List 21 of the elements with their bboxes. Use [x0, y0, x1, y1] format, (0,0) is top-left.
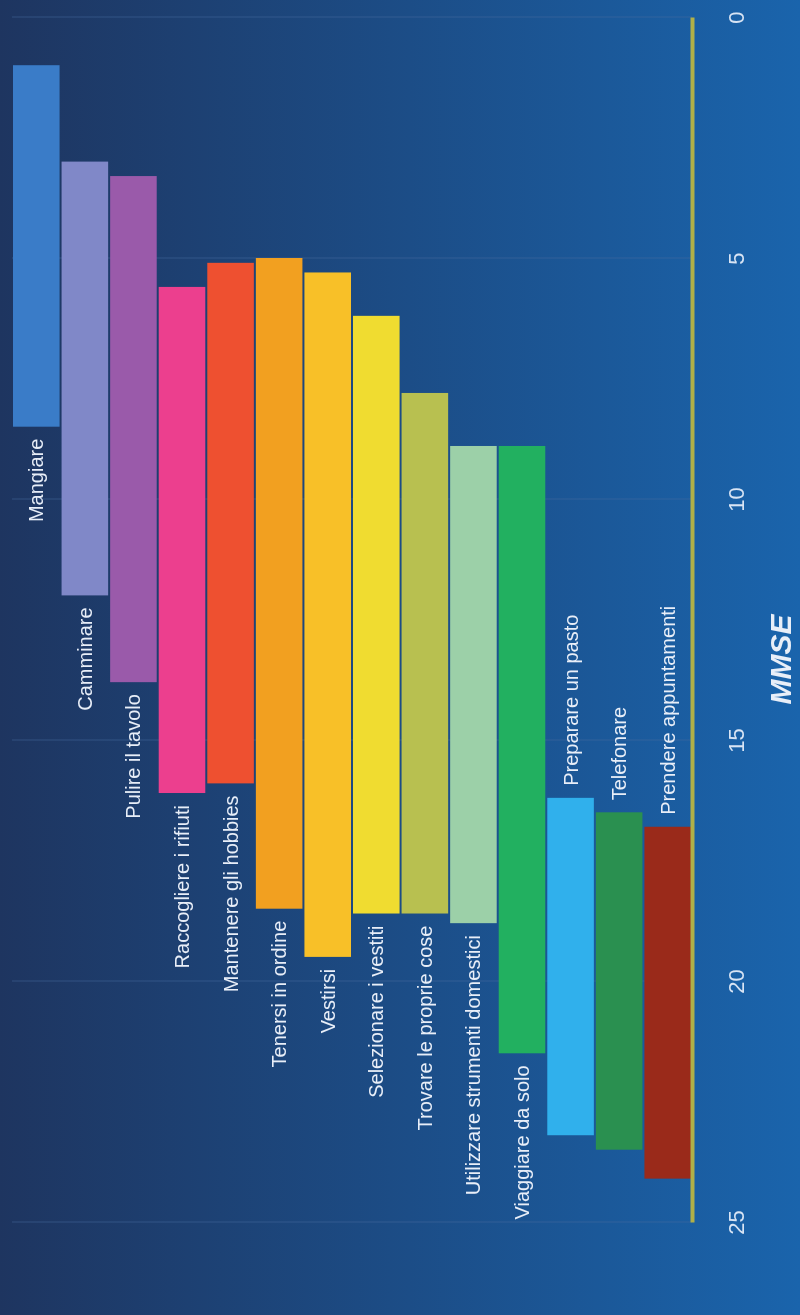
x-tick-label: Pulire il tavolo	[122, 694, 145, 819]
y-tick-label: 5	[723, 252, 749, 265]
x-tick-label: Raccogliere i rifiuti	[171, 805, 193, 969]
x-tick-label: Preparare un pasto	[559, 614, 582, 786]
x-tick-label: Mantenere gli hobbies	[219, 795, 242, 993]
y-tick-label: 15	[723, 728, 749, 753]
x-tick-label: Telefonare	[608, 706, 631, 801]
x-tick-label: Camminare	[73, 607, 96, 711]
x-tick-label: Prendere appuntamenti	[656, 605, 679, 815]
x-tick-label: Tenersi in ordine	[268, 920, 291, 1068]
x-tick-label: Trovare le proprie cose	[413, 925, 436, 1131]
x-tick-label: Selezionare i vestiti	[365, 925, 388, 1098]
y-axis-title: MMSE	[763, 613, 797, 705]
x-tick-label: Mangiare	[25, 438, 48, 523]
x-tick-label: Vestirsi	[316, 968, 339, 1034]
x-tick-label: Utilizzare strumenti domestici	[462, 935, 485, 1196]
y-tick-label: 0	[723, 11, 749, 24]
x-tick-label: Viaggiare da solo	[511, 1065, 533, 1220]
y-tick-label: 25	[723, 1210, 749, 1235]
y-tick-label: 20	[723, 969, 749, 994]
y-tick-label: 10	[723, 487, 749, 512]
